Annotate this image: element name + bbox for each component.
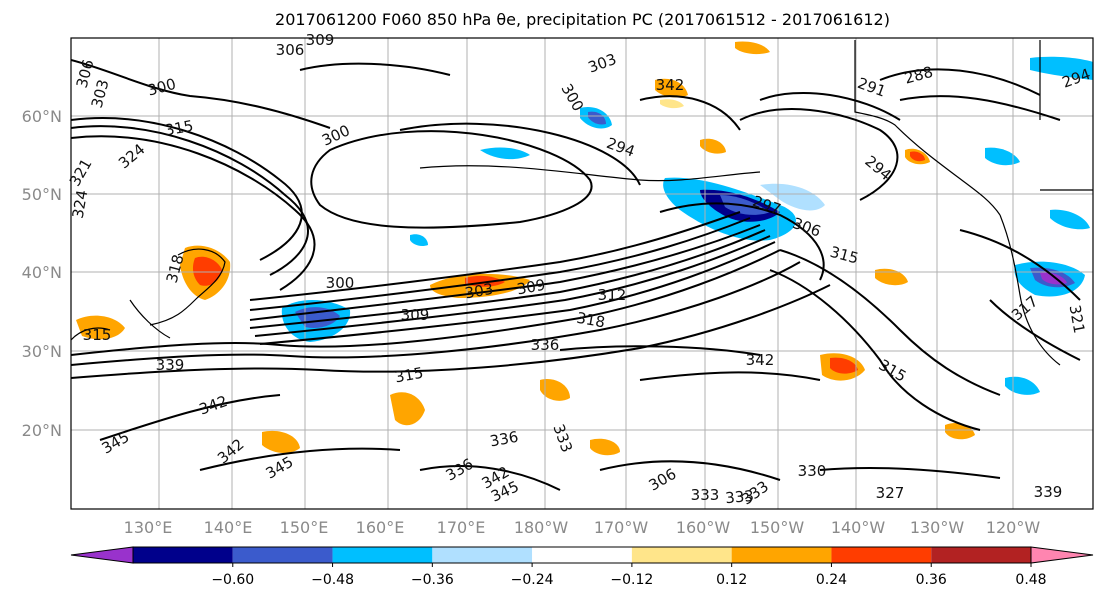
contour-label: 321 — [1066, 303, 1089, 334]
map-gridlines — [71, 38, 1093, 509]
contour-label: 339 — [156, 356, 185, 374]
contour-label: 309 — [515, 276, 546, 299]
contour-label: 300 — [326, 274, 355, 292]
contour-label: 333 — [691, 486, 720, 504]
colorbar-segment — [1030, 546, 1094, 564]
colorbar-tick-label: −0.24 — [511, 572, 554, 588]
contour-label: 315 — [83, 326, 112, 344]
colorbar-frame — [132, 546, 1032, 564]
colorbar-tick-label: 0.36 — [916, 572, 947, 588]
colorbar-segment — [831, 547, 932, 563]
longitude-label: 160°W — [676, 518, 731, 537]
colorbar-segment — [532, 547, 632, 563]
colorbar-segment — [931, 547, 1031, 563]
colorbar-segments — [70, 546, 1094, 564]
contour-label: 339 — [1034, 483, 1063, 501]
colorbar-segment — [232, 547, 333, 563]
contour-label: 342 — [746, 351, 775, 369]
longitude-label: 180°W — [514, 518, 569, 537]
colorbar-tick-label: 0.24 — [816, 572, 847, 588]
contour-label: 324 — [69, 188, 92, 219]
latitude-label: 40°N — [22, 263, 62, 282]
latitude-label: 20°N — [22, 421, 62, 440]
theta-e-contours — [71, 59, 1081, 491]
longitude-label: 130°E — [124, 518, 173, 537]
contour-label: 327 — [876, 484, 905, 502]
longitude-label: 140°E — [204, 518, 253, 537]
contour-label: 303 — [463, 280, 494, 303]
map-title: 2017061200 F060 850 hPa θe, precipitatio… — [275, 10, 890, 29]
colorbar-segment — [70, 546, 134, 564]
contour-label: 330 — [798, 462, 827, 480]
contour-label: 318 — [575, 309, 606, 332]
longitude-label: 140°W — [831, 518, 886, 537]
colorbar-tick-label: 0.48 — [1015, 572, 1046, 588]
contour-label: 309 — [401, 306, 430, 324]
colorbar-tick-label: −0.60 — [211, 572, 254, 588]
contour-label: 315 — [163, 117, 194, 140]
latitude-labels: 60°N 50°N 40°N 30°N 20°N — [22, 107, 62, 440]
map-frame — [70, 37, 1094, 510]
latitude-label: 30°N — [22, 342, 62, 361]
longitude-label: 150°E — [280, 518, 329, 537]
latitude-label: 50°N — [22, 185, 62, 204]
longitude-label: 170°E — [437, 518, 486, 537]
colorbar-segment — [332, 547, 433, 563]
latitude-label: 60°N — [22, 107, 62, 126]
longitude-label: 150°W — [750, 518, 805, 537]
contour-label: 336 — [488, 428, 519, 451]
contour-label: 336 — [531, 336, 560, 354]
map-plot-area — [71, 38, 1093, 509]
colorbar-segment — [432, 547, 533, 563]
contour-label: 306 — [276, 41, 305, 59]
coastlines — [71, 40, 1093, 366]
longitude-label: 160°E — [356, 518, 405, 537]
contour-label: 333 — [725, 487, 755, 507]
contour-label: 315 — [393, 364, 424, 387]
colorbar-tick-label: −0.48 — [311, 572, 354, 588]
colorbar-tick-label: 0.12 — [716, 572, 747, 588]
colorbar-ticks: −0.60 −0.48 −0.36 −0.24 −0.12 0.12 0.24 0.36 0.4… — [211, 563, 1047, 588]
contour-label: 342 — [656, 76, 685, 94]
colorbar-tick-label: −0.36 — [411, 572, 454, 588]
longitude-labels: 130°E 140°E 150°E 160°E 170°E 180°W 170°W 160°W… — [124, 518, 1041, 537]
longitude-label: 170°W — [594, 518, 649, 537]
colorbar-segment — [133, 547, 233, 563]
colorbar-segment — [731, 547, 832, 563]
colorbar-segment — [631, 547, 732, 563]
colorbar: −0.60 −0.48 −0.36 −0.24 −0.12 0.12 0.24 0.36 0.4… — [70, 546, 1094, 588]
longitude-label: 120°W — [986, 518, 1041, 537]
contour-label: 312 — [598, 286, 627, 304]
colorbar-tick-label: −0.12 — [610, 572, 653, 588]
contour-label: 309 — [306, 31, 335, 49]
longitude-label: 130°W — [910, 518, 965, 537]
